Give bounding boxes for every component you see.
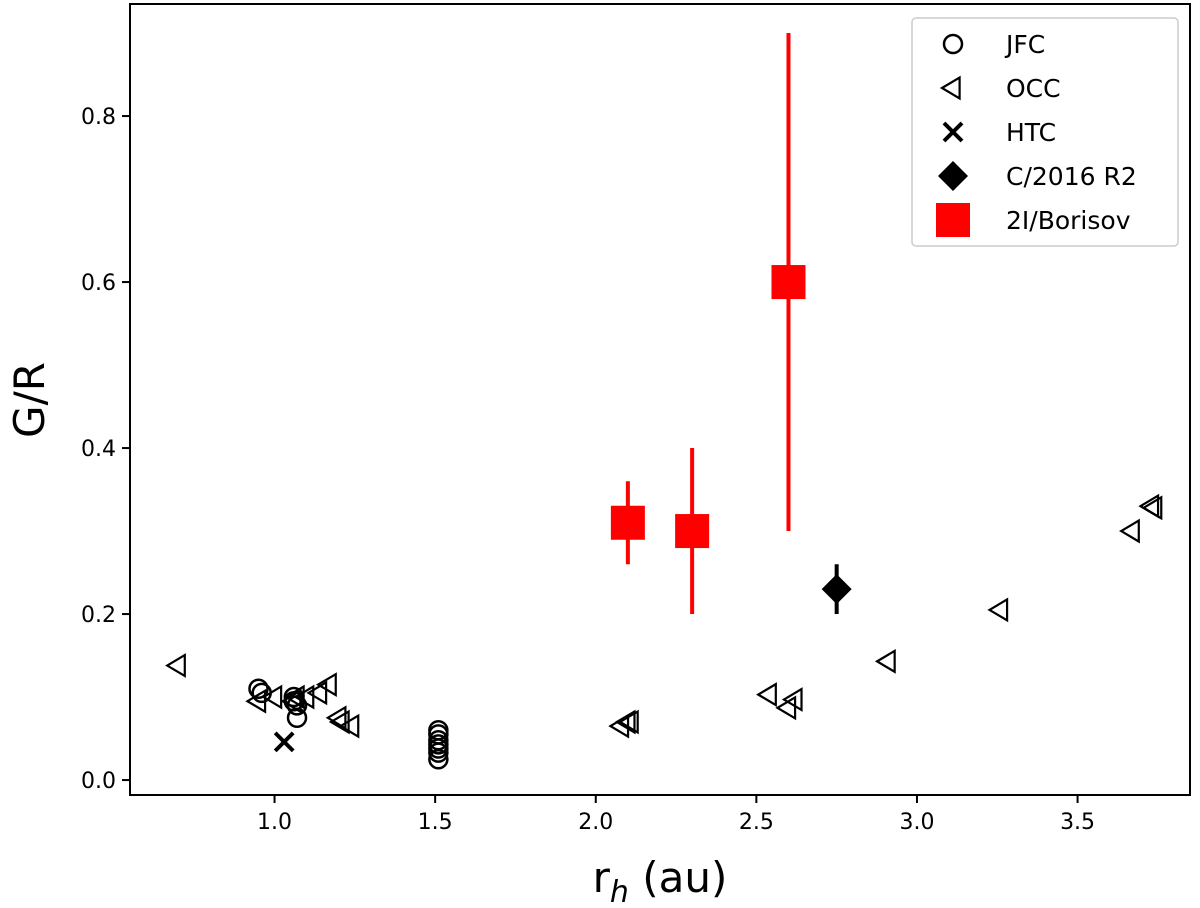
data-point (1138, 493, 1160, 519)
x-axis-label: rh (au) (593, 853, 728, 908)
x-axis-label-main: r (593, 853, 611, 902)
data-point (617, 709, 639, 735)
y-tick-label: 0.0 (81, 769, 116, 794)
series-occ (165, 493, 1163, 739)
legend-label: HTC (1006, 118, 1056, 147)
series-htc (273, 731, 295, 753)
data-point (610, 505, 645, 540)
data-point (165, 653, 186, 678)
data-point (821, 574, 852, 605)
legend-marker (939, 75, 961, 101)
data-point (428, 749, 449, 770)
data-point (306, 680, 328, 706)
legend-box (911, 17, 1179, 247)
legend: JFC OCC HTC C/2016 R2 2I/Borisov (911, 17, 1179, 247)
y-tick-label: 0.4 (81, 437, 116, 462)
legend-label: OCC (1006, 74, 1061, 103)
x-tick-label: 1.5 (418, 810, 453, 835)
data-point (293, 684, 315, 710)
legend-label: 2I/Borisov (1006, 206, 1131, 235)
legend-marker (936, 203, 970, 237)
ticks-layer: 1.0 1.5 2.0 2.5 3.0 3.5 0.0 0.2 0.4 0.6 0.8 (81, 105, 1095, 835)
legend-marker (938, 161, 968, 191)
y-axis-label: G/R (5, 362, 54, 438)
data-point (675, 514, 710, 549)
data-point (756, 682, 777, 707)
data-point (771, 265, 806, 300)
legend-marker (942, 33, 964, 55)
legend-label: C/2016 R2 (1006, 162, 1137, 191)
data-point (338, 713, 360, 739)
y-tick-label: 0.2 (81, 603, 116, 628)
series-2i-borisov (610, 33, 806, 615)
legend-item: 2I/Borisov (936, 203, 1131, 237)
x-tick-label: 2.5 (739, 810, 774, 835)
legend-item: JFC (942, 30, 1045, 59)
plot-frame (129, 3, 1191, 796)
x-tick-label: 3.0 (899, 810, 934, 835)
data-point (283, 684, 305, 710)
x-axis-label-unit: (au) (629, 853, 727, 902)
data-point (614, 709, 636, 735)
x-tick-label: 3.5 (1060, 810, 1095, 835)
data-point (261, 684, 283, 710)
legend-label: JFC (1004, 30, 1045, 59)
data-point (1141, 495, 1163, 521)
legend-item: OCC (939, 74, 1061, 103)
y-tick-label: 0.8 (81, 105, 116, 130)
data-point (325, 705, 347, 731)
data-layer (165, 33, 1163, 770)
data-point (1119, 518, 1140, 544)
data-point (428, 742, 449, 763)
data-point (775, 695, 797, 721)
y-tick-label: 0.6 (81, 271, 116, 296)
data-point (280, 688, 302, 714)
data-point (874, 648, 896, 674)
x-axis-label-subscript: h (610, 875, 629, 908)
x-tick-label: 1.0 (257, 810, 292, 835)
legend-item: C/2016 R2 (938, 161, 1137, 191)
data-point (781, 687, 803, 712)
data-point (315, 672, 337, 697)
series-c-2016-r2 (821, 564, 852, 615)
data-point (987, 597, 1009, 623)
legend-item: HTC (942, 118, 1056, 147)
data-point (273, 731, 295, 753)
data-point (286, 707, 308, 729)
x-tick-label: 2.0 (578, 810, 613, 835)
data-point (248, 678, 269, 700)
data-point (245, 688, 267, 714)
legend-marker (942, 121, 964, 143)
